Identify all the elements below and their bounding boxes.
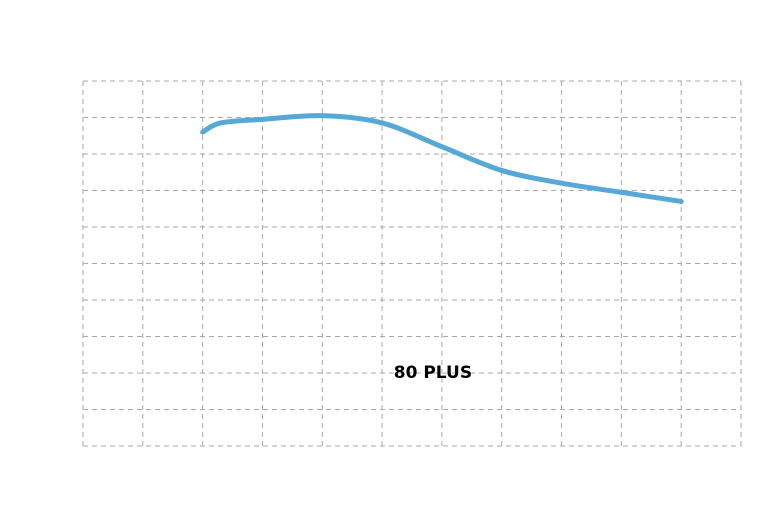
annotation-label: 80 PLUS	[394, 363, 472, 383]
chart-series	[200, 113, 684, 204]
series-line-1	[200, 113, 684, 204]
chart-annotations: 80 PLUS	[394, 363, 472, 383]
chart-grid	[82, 80, 742, 447]
